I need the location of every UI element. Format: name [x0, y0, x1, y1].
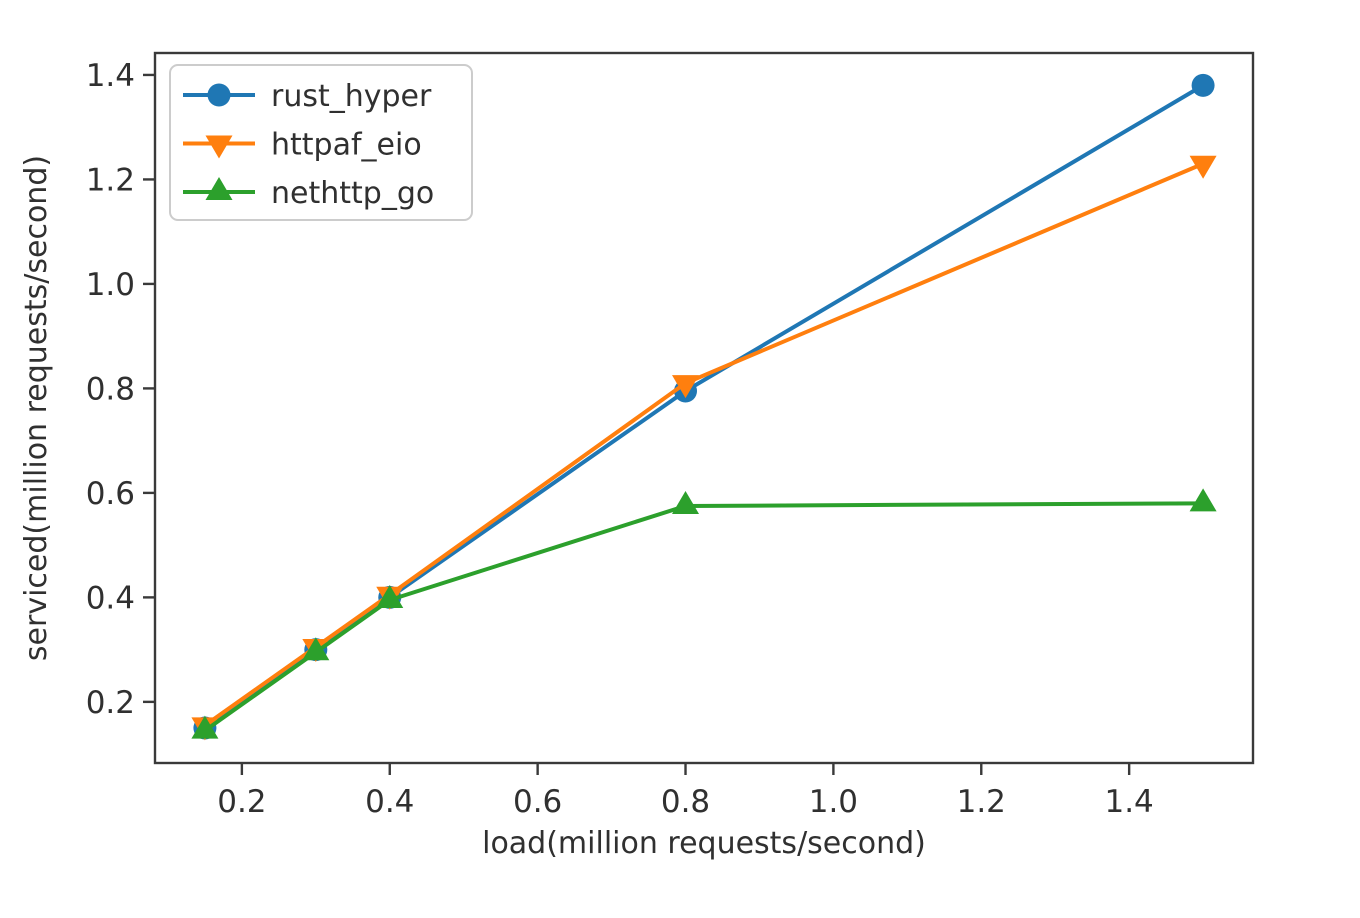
x-tick-label: 1.4: [1104, 784, 1153, 820]
x-tick-label: 0.8: [661, 784, 710, 820]
y-axis-label: serviced(million requests/second): [19, 155, 54, 661]
y-tick-label: 1.0: [86, 267, 135, 303]
x-tick-label: 1.0: [809, 784, 858, 820]
legend-label-rust_hyper: rust_hyper: [271, 79, 432, 114]
y-tick-label: 1.4: [86, 58, 135, 94]
legend-label-httpaf_eio: httpaf_eio: [271, 128, 422, 163]
series-marker-nethttp_go: [376, 584, 404, 608]
x-tick-label: 0.2: [217, 784, 266, 820]
plot-border: [153, 51, 1255, 765]
series-marker-httpaf_eio: [1189, 155, 1217, 179]
series-marker-nethttp_go: [302, 637, 330, 661]
x-tick-label: 1.2: [957, 784, 1006, 820]
series-marker-httpaf_eio: [672, 375, 700, 399]
series-line-httpaf_eio: [202, 161, 1206, 728]
x-axis-label: load(million requests/second): [482, 826, 926, 861]
series-marker-nethttp_go: [672, 490, 700, 514]
x-tick-label: 0.6: [513, 784, 562, 820]
y-tick-label: 0.8: [86, 371, 135, 407]
y-tick-label: 0.2: [86, 685, 135, 721]
y-tick-label: 0.4: [86, 580, 135, 616]
x-tick-label: 0.4: [365, 784, 414, 820]
legend-marker-nethttp_go: [205, 177, 233, 200]
legend-marker-httpaf_eio: [205, 135, 233, 159]
y-tick-label: 1.2: [86, 162, 135, 198]
legend-label-nethttp_go: nethttp_go: [271, 176, 434, 211]
series-line-nethttp_go: [202, 501, 1206, 733]
y-tick-label: 0.6: [86, 476, 135, 512]
series-marker-nethttp_go: [191, 715, 219, 739]
series-marker-rust_hyper: [1191, 73, 1215, 97]
legend-box: [169, 64, 473, 221]
series-marker-nethttp_go: [1189, 488, 1217, 512]
legend-marker-rust_hyper: [207, 83, 231, 107]
